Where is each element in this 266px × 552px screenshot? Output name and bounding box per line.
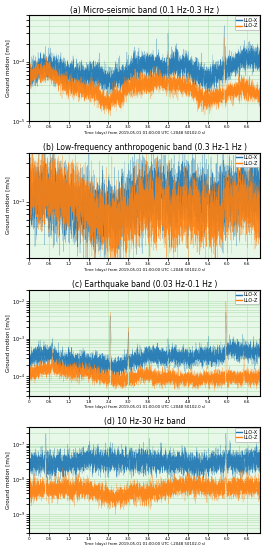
Legend: LLO-X, LLO-Z: LLO-X, LLO-Z [235, 153, 259, 167]
Legend: LLO-X, LLO-Z: LLO-X, LLO-Z [235, 428, 259, 442]
X-axis label: Time (days) from 2019-05-01 01:00:00 UTC (-2048 50102.0 s): Time (days) from 2019-05-01 01:00:00 UTC… [84, 405, 206, 409]
X-axis label: Time (days) from 2019-05-01 01:00:00 UTC (-2048 50102.0 s): Time (days) from 2019-05-01 01:00:00 UTC… [84, 130, 206, 135]
Y-axis label: Ground motion [m/s]: Ground motion [m/s] [6, 39, 11, 97]
Title: (c) Earthquake band (0.03 Hz-0.1 Hz ): (c) Earthquake band (0.03 Hz-0.1 Hz ) [72, 280, 218, 289]
Legend: LLO-X, LLO-Z: LLO-X, LLO-Z [235, 291, 259, 304]
Y-axis label: Ground motion [m/s]: Ground motion [m/s] [6, 177, 11, 235]
X-axis label: Time (days) from 2019-05-01 01:00:00 UTC (-2048 50102.0 s): Time (days) from 2019-05-01 01:00:00 UTC… [84, 543, 206, 546]
Y-axis label: Ground motion [m/s]: Ground motion [m/s] [6, 451, 11, 509]
Title: (b) Low-frequency anthropogenic band (0.3 Hz-1 Hz ): (b) Low-frequency anthropogenic band (0.… [43, 143, 247, 152]
Y-axis label: Ground motion [m/s]: Ground motion [m/s] [6, 314, 11, 371]
Title: (a) Micro-seismic band (0.1 Hz-0.3 Hz ): (a) Micro-seismic band (0.1 Hz-0.3 Hz ) [70, 6, 219, 14]
Legend: LLO-X, LLO-Z: LLO-X, LLO-Z [235, 17, 259, 30]
Title: (d) 10 Hz-30 Hz band: (d) 10 Hz-30 Hz band [104, 417, 186, 427]
X-axis label: Time (days) from 2019-05-01 01:00:00 UTC (-2048 50102.0 s): Time (days) from 2019-05-01 01:00:00 UTC… [84, 268, 206, 272]
